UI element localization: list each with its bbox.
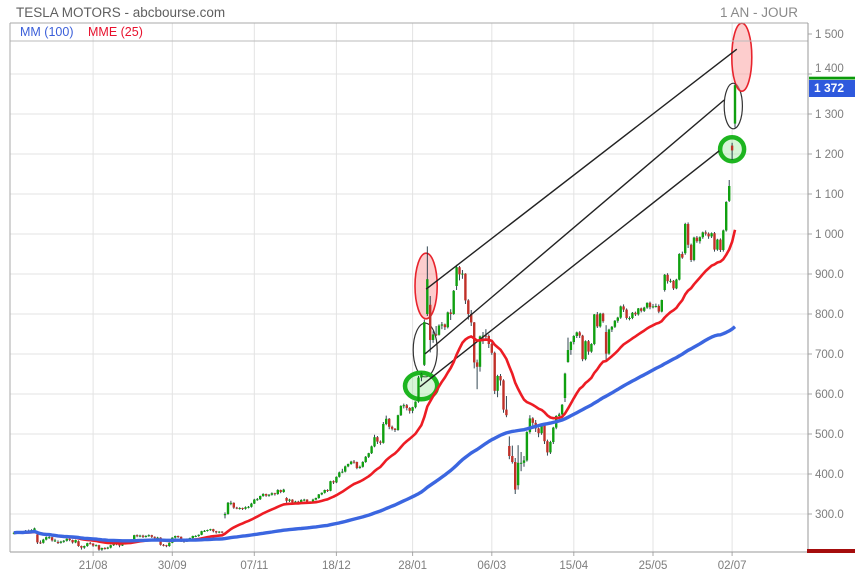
axis-corner-red-bar (807, 549, 855, 553)
svg-text:21/08: 21/08 (79, 560, 108, 572)
svg-text:15/04: 15/04 (559, 560, 588, 572)
svg-text:18/12: 18/12 (322, 560, 351, 572)
mm100-line (13, 325, 737, 543)
y-axis-labels: 1 500 1 400 1 300 1 200 1 100 1 000 900.0 800.0… (815, 29, 844, 521)
svg-text:800.0: 800.0 (815, 309, 844, 321)
legend-item-mm100[interactable]: MM (100) (20, 25, 74, 39)
period-range-label: 1 AN - JOUR (719, 5, 798, 20)
black-ellipse-jul (723, 82, 744, 130)
red-ellipse-target (730, 22, 753, 93)
svg-text:1 300: 1 300 (815, 109, 844, 121)
svg-text:500.0: 500.0 (815, 429, 844, 441)
svg-text:700.0: 700.0 (815, 349, 844, 361)
svg-text:400.0: 400.0 (815, 469, 844, 481)
mme25-line (13, 229, 737, 545)
x-axis-labels: 21/08 30/09 07/11 18/12 28/01 06/03 15/04 25/05… (79, 560, 747, 572)
svg-text:1 100: 1 100 (815, 189, 844, 201)
svg-text:30/09: 30/09 (158, 560, 187, 572)
last-high-marker (809, 76, 855, 80)
svg-text:1 000: 1 000 (815, 229, 844, 241)
chart-title: TESLA MOTORS - abcbourse.com (16, 5, 226, 20)
legend-item-mme25[interactable]: MME (25) (88, 25, 143, 39)
svg-text:300.0: 300.0 (815, 509, 844, 521)
svg-text:28/01: 28/01 (398, 560, 427, 572)
trendline (424, 99, 725, 355)
svg-text:1 400: 1 400 (815, 63, 844, 75)
svg-text:1 200: 1 200 (815, 149, 844, 161)
candlestick-layer (12, 83, 737, 551)
annotation-layer (402, 22, 753, 402)
trendlines-layer (419, 48, 738, 388)
plot-frame (9, 22, 809, 553)
last-price-tag: 1 372 (809, 80, 855, 97)
trendline (419, 150, 720, 388)
svg-text:02/07: 02/07 (718, 560, 747, 572)
svg-text:07/11: 07/11 (240, 560, 268, 572)
svg-text:06/03: 06/03 (477, 560, 506, 572)
grid-layer (10, 23, 812, 556)
trendline (425, 48, 738, 290)
svg-text:1 500: 1 500 (815, 29, 844, 41)
svg-text:600.0: 600.0 (815, 389, 844, 401)
svg-text:900.0: 900.0 (815, 269, 844, 281)
svg-text:25/05: 25/05 (639, 560, 668, 572)
